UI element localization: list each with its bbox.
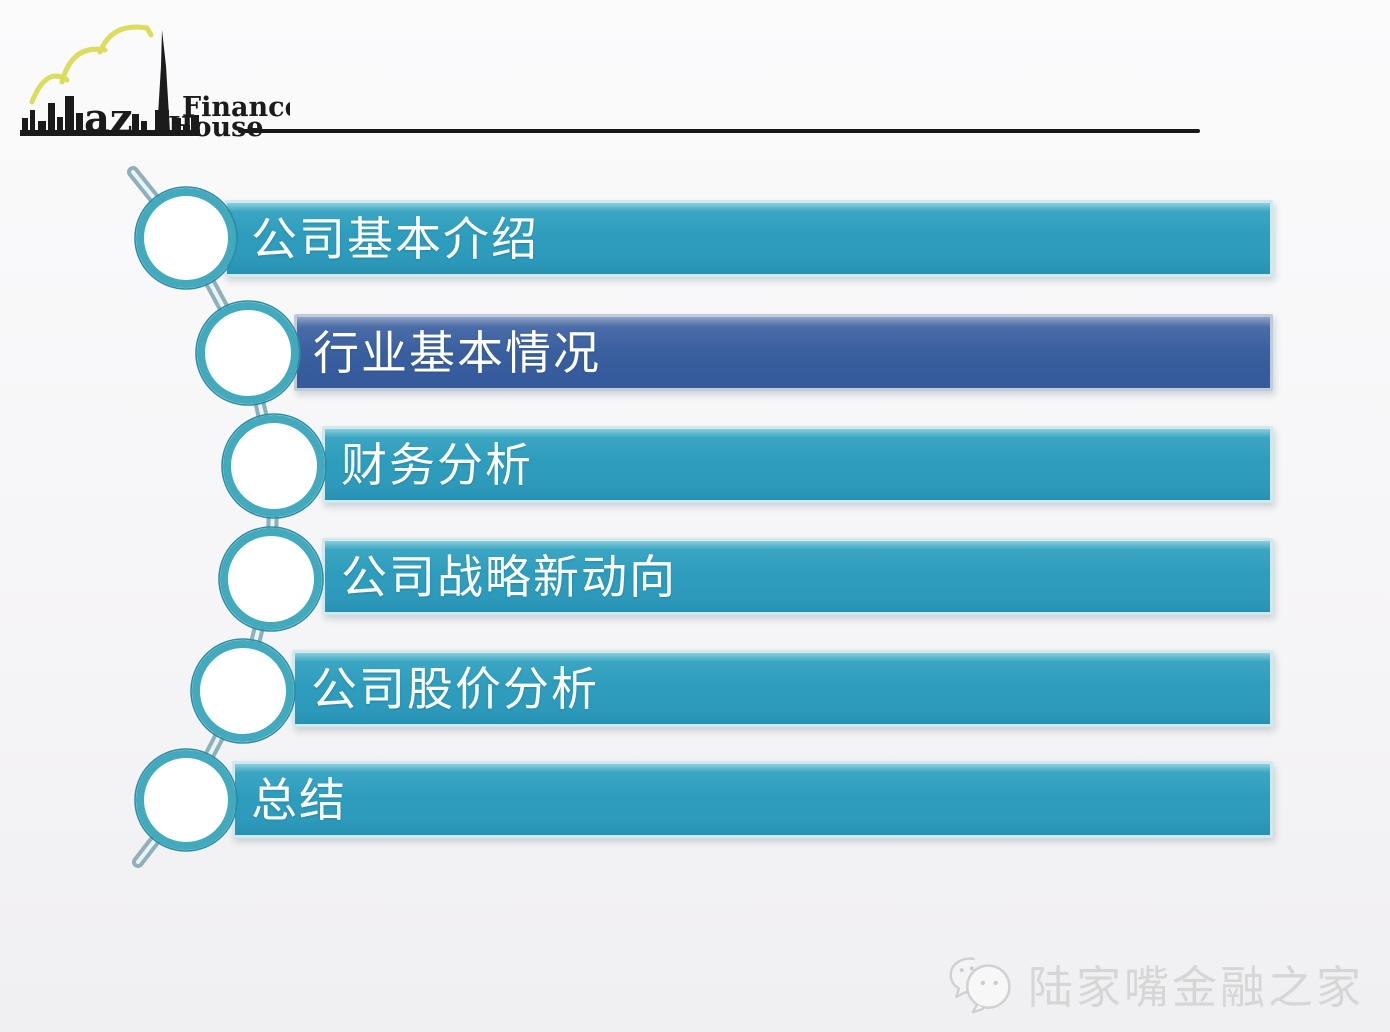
agenda-item-4: 公司战略新动向 [322,538,1273,615]
node-circle-6 [134,748,238,852]
agenda-item-3-label: 财务分析 [341,437,533,492]
watermark: 陆家嘴金融之家 [944,950,1364,1016]
agenda-item-1: 公司基本介绍 [224,200,1273,277]
node-circle-3 [221,413,327,519]
node-circle-1 [134,186,238,290]
logo-skyline-letters: az [84,95,133,142]
agenda-item-5-label: 公司股价分析 [311,661,599,716]
logo-text-house: House [168,112,264,143]
agenda-item-6: 总结 [232,761,1273,838]
wechat-icon [949,957,1011,1014]
agenda-item-5: 公司股价分析 [292,650,1273,727]
watermark-text: 陆家嘴金融之家 [1027,960,1364,1014]
logo-text-finance: Finance [182,92,290,123]
agenda-item-1-label: 公司基本介绍 [251,211,539,266]
agenda-item-2-active: 行业基本情况 [294,314,1273,391]
node-circle-5 [190,638,296,744]
agenda-item-4-label: 公司战略新动向 [341,549,677,604]
city-skyline-logo: az Finance House [20,24,290,143]
agenda-item-2-label: 行业基本情况 [313,325,601,380]
node-circle-4 [218,526,324,632]
agenda-item-3: 财务分析 [322,426,1273,503]
header-divider-line [238,129,1200,133]
agenda-item-6-label: 总结 [251,772,347,827]
node-circle-2 [195,300,301,406]
